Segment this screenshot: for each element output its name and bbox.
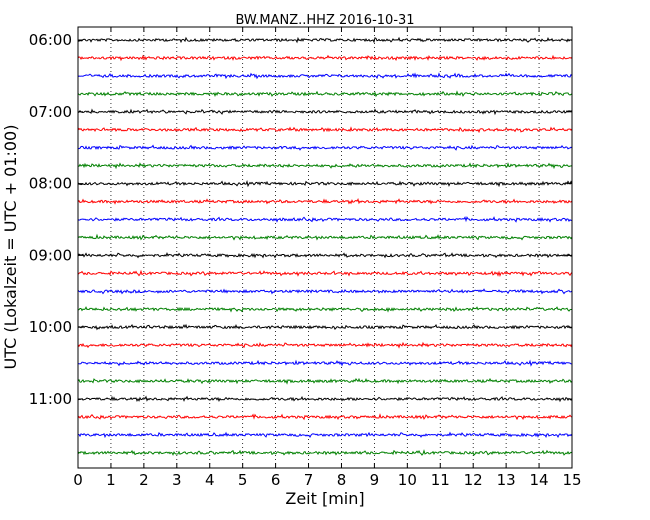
trace-4 xyxy=(77,108,573,116)
y-tick-label-2: 08:00 xyxy=(29,175,72,193)
trace-16 xyxy=(77,323,573,331)
x-tick-label-8: 8 xyxy=(337,471,347,489)
x-axis-ticks: 0 1 2 3 4 5 6 7 8 9 10 11 12 13 14 15 xyxy=(73,27,582,489)
trace-17 xyxy=(77,341,573,349)
plot-frame xyxy=(77,26,573,469)
y-tick-label-3: 09:00 xyxy=(29,246,72,264)
trace-group xyxy=(77,36,573,456)
x-tick-label-2: 2 xyxy=(139,471,149,489)
trace-11 xyxy=(77,233,573,241)
grid-lines xyxy=(110,27,540,468)
trace-10 xyxy=(77,216,573,223)
trace-6 xyxy=(77,144,573,151)
x-tick-label-5: 5 xyxy=(238,471,248,489)
x-tick-label-15: 15 xyxy=(562,471,581,489)
trace-15 xyxy=(77,306,573,313)
x-tick-label-7: 7 xyxy=(304,471,314,489)
x-tick-label-3: 3 xyxy=(172,471,182,489)
y-tick-label-0: 06:00 xyxy=(29,31,72,49)
trace-19 xyxy=(77,377,573,385)
y-tick-label-5: 11:00 xyxy=(29,390,72,408)
trace-23 xyxy=(77,449,573,456)
x-tick-label-10: 10 xyxy=(398,471,417,489)
trace-8 xyxy=(77,180,573,188)
trace-21 xyxy=(77,413,573,421)
x-tick-label-11: 11 xyxy=(431,471,450,489)
y-tick-label-4: 10:00 xyxy=(29,318,72,336)
trace-1 xyxy=(77,54,573,62)
x-tick-label-0: 0 xyxy=(73,471,83,489)
trace-5 xyxy=(77,126,573,134)
trace-0 xyxy=(77,36,573,44)
trace-9 xyxy=(77,198,573,205)
trace-13 xyxy=(77,269,573,278)
trace-20 xyxy=(77,395,573,403)
trace-2 xyxy=(77,72,573,80)
trace-18 xyxy=(77,359,573,367)
trace-14 xyxy=(77,288,573,295)
trace-7 xyxy=(77,162,573,170)
trace-22 xyxy=(77,431,573,439)
x-tick-label-4: 4 xyxy=(205,471,215,489)
chart-title: BW.MANZ..HHZ 2016-10-31 xyxy=(235,13,414,28)
y-axis-label: UTC (Lokalzeit = UTC + 01:00) xyxy=(1,125,20,370)
y-axis-ticks: 06:00 07:00 08:00 09:00 10:00 11:00 xyxy=(29,31,572,408)
trace-3 xyxy=(77,90,573,98)
x-tick-label-13: 13 xyxy=(497,471,516,489)
x-tick-label-12: 12 xyxy=(464,471,483,489)
x-axis-label: Zeit [min] xyxy=(285,489,364,508)
x-tick-label-9: 9 xyxy=(370,471,380,489)
x-tick-label-14: 14 xyxy=(530,471,549,489)
y-tick-label-1: 07:00 xyxy=(29,103,72,121)
x-tick-label-1: 1 xyxy=(106,471,116,489)
trace-12 xyxy=(77,251,573,259)
x-tick-label-6: 6 xyxy=(271,471,281,489)
